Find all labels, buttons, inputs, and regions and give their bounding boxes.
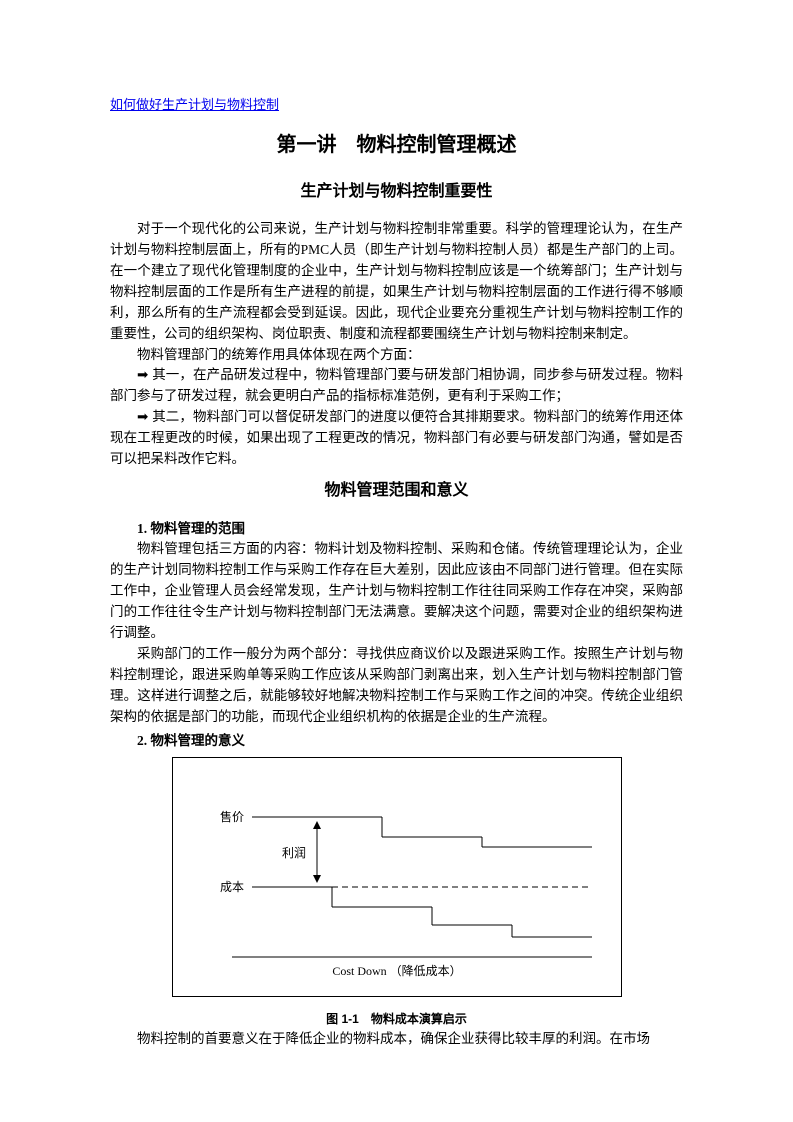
svg-text:利润: 利润 [282, 846, 306, 860]
bullet-text: 其一，在产品研发过程中，物料管理部门要与研发部门相协调，同步参与研发过程。物料部… [110, 367, 683, 403]
cost-chart: 售价利润成本 Cost Down （降低成本） [172, 757, 622, 1005]
chart-svg: 售价利润成本 Cost Down （降低成本） [172, 757, 622, 997]
section-title-1: 生产计划与物料控制重要性 [110, 179, 683, 205]
bullet-item: ➡ 其二，物料部门可以督促研发部门的进度以便符合其排期要求。物料部门的统筹作用还… [110, 407, 683, 470]
top-link[interactable]: 如何做好生产计划与物料控制 [110, 97, 279, 112]
paragraph: 物料管理包括三方面的内容：物料计划及物料控制、采购和仓储。传统管理理论认为，企业… [110, 539, 683, 644]
bullet-text: 其二，物料部门可以督促研发部门的进度以便符合其排期要求。物料部门的统筹作用还体现… [110, 409, 683, 466]
svg-text:Cost Down （降低成本）: Cost Down （降低成本） [332, 964, 461, 978]
svg-text:售价: 售价 [220, 809, 244, 824]
arrow-icon: ➡ [137, 367, 152, 382]
lecture-title: 第一讲 物料控制管理概述 [110, 129, 683, 161]
paragraph: 采购部门的工作一般分为两个部分：寻找供应商议价以及跟进采购工作。按照生产计划与物… [110, 644, 683, 728]
paragraph: 对于一个现代化的公司来说，生产计划与物料控制非常重要。科学的管理理论认为，在生产… [110, 219, 683, 345]
subheading: 1. 物料管理的范围 [110, 518, 683, 540]
paragraph: 物料管理部门的统筹作用具体体现在两个方面： [110, 345, 683, 366]
arrow-icon: ➡ [137, 409, 152, 424]
svg-text:成本: 成本 [220, 880, 244, 894]
bullet-item: ➡ 其一，在产品研发过程中，物料管理部门要与研发部门相协调，同步参与研发过程。物… [110, 365, 683, 407]
paragraph: 物料控制的首要意义在于降低企业的物料成本，确保企业获得比较丰厚的利润。在市场 [110, 1029, 683, 1050]
section-title-2: 物料管理范围和意义 [110, 478, 683, 504]
chart-caption: 图 1-1 物料成本演算启示 [110, 1010, 683, 1029]
subheading: 2. 物料管理的意义 [110, 730, 683, 752]
